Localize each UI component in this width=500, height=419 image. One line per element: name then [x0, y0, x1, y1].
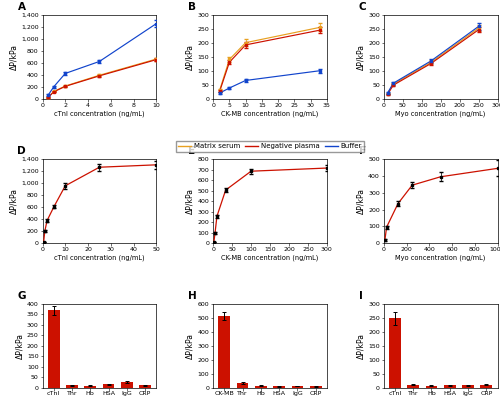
Bar — [48, 310, 60, 388]
Y-axis label: ΔP/kPa: ΔP/kPa — [356, 44, 366, 70]
Y-axis label: ΔP/kPa: ΔP/kPa — [186, 44, 194, 70]
Text: E: E — [188, 146, 195, 156]
X-axis label: cTnI concentration (ng/mL): cTnI concentration (ng/mL) — [54, 255, 144, 261]
Bar — [102, 384, 115, 388]
X-axis label: CK-MB concentration (ng/mL): CK-MB concentration (ng/mL) — [222, 110, 318, 117]
X-axis label: Myo concentration (ng/mL): Myo concentration (ng/mL) — [396, 110, 486, 117]
Bar — [389, 318, 401, 388]
Bar — [426, 385, 438, 388]
Text: D: D — [18, 146, 26, 156]
Y-axis label: ΔP/kPa: ΔP/kPa — [186, 188, 194, 214]
Text: F: F — [358, 146, 366, 156]
Bar — [139, 385, 151, 388]
Bar — [66, 385, 78, 388]
Bar — [255, 386, 267, 388]
Text: G: G — [18, 290, 26, 300]
Bar — [462, 385, 474, 388]
Text: H: H — [188, 290, 197, 300]
Text: B: B — [188, 2, 196, 12]
Bar — [407, 385, 419, 388]
Legend: Matrix serum, Negative plasma, Buffer: Matrix serum, Negative plasma, Buffer — [176, 141, 364, 152]
Y-axis label: ΔP/kPa: ΔP/kPa — [356, 333, 366, 359]
X-axis label: cTnI concentration (ng/mL): cTnI concentration (ng/mL) — [54, 110, 144, 117]
Text: I: I — [358, 290, 362, 300]
Bar — [480, 385, 492, 388]
Bar — [292, 386, 304, 388]
X-axis label: Myo concentration (ng/mL): Myo concentration (ng/mL) — [396, 255, 486, 261]
Text: C: C — [358, 2, 366, 12]
Bar — [273, 386, 285, 388]
Y-axis label: ΔP/kPa: ΔP/kPa — [186, 333, 194, 359]
Y-axis label: ΔP/kPa: ΔP/kPa — [9, 44, 18, 70]
Bar — [121, 382, 133, 388]
Y-axis label: ΔP/kPa: ΔP/kPa — [356, 188, 366, 214]
Bar — [218, 316, 230, 388]
Bar — [444, 385, 456, 388]
X-axis label: CK-MB concentration (ng/mL): CK-MB concentration (ng/mL) — [222, 255, 318, 261]
Bar — [310, 386, 322, 388]
Text: A: A — [18, 2, 25, 12]
Bar — [236, 383, 248, 388]
Y-axis label: ΔP/kPa: ΔP/kPa — [9, 188, 18, 214]
Bar — [84, 385, 96, 388]
Y-axis label: ΔP/kPa: ΔP/kPa — [15, 333, 24, 359]
